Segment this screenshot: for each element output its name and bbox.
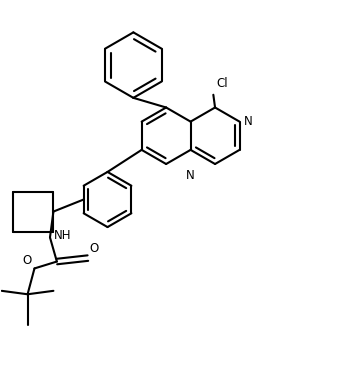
Text: N: N — [186, 169, 195, 182]
Text: N: N — [244, 115, 253, 128]
Text: NH: NH — [54, 229, 72, 242]
Text: O: O — [90, 243, 99, 255]
Text: Cl: Cl — [217, 77, 228, 90]
Text: O: O — [22, 254, 32, 267]
